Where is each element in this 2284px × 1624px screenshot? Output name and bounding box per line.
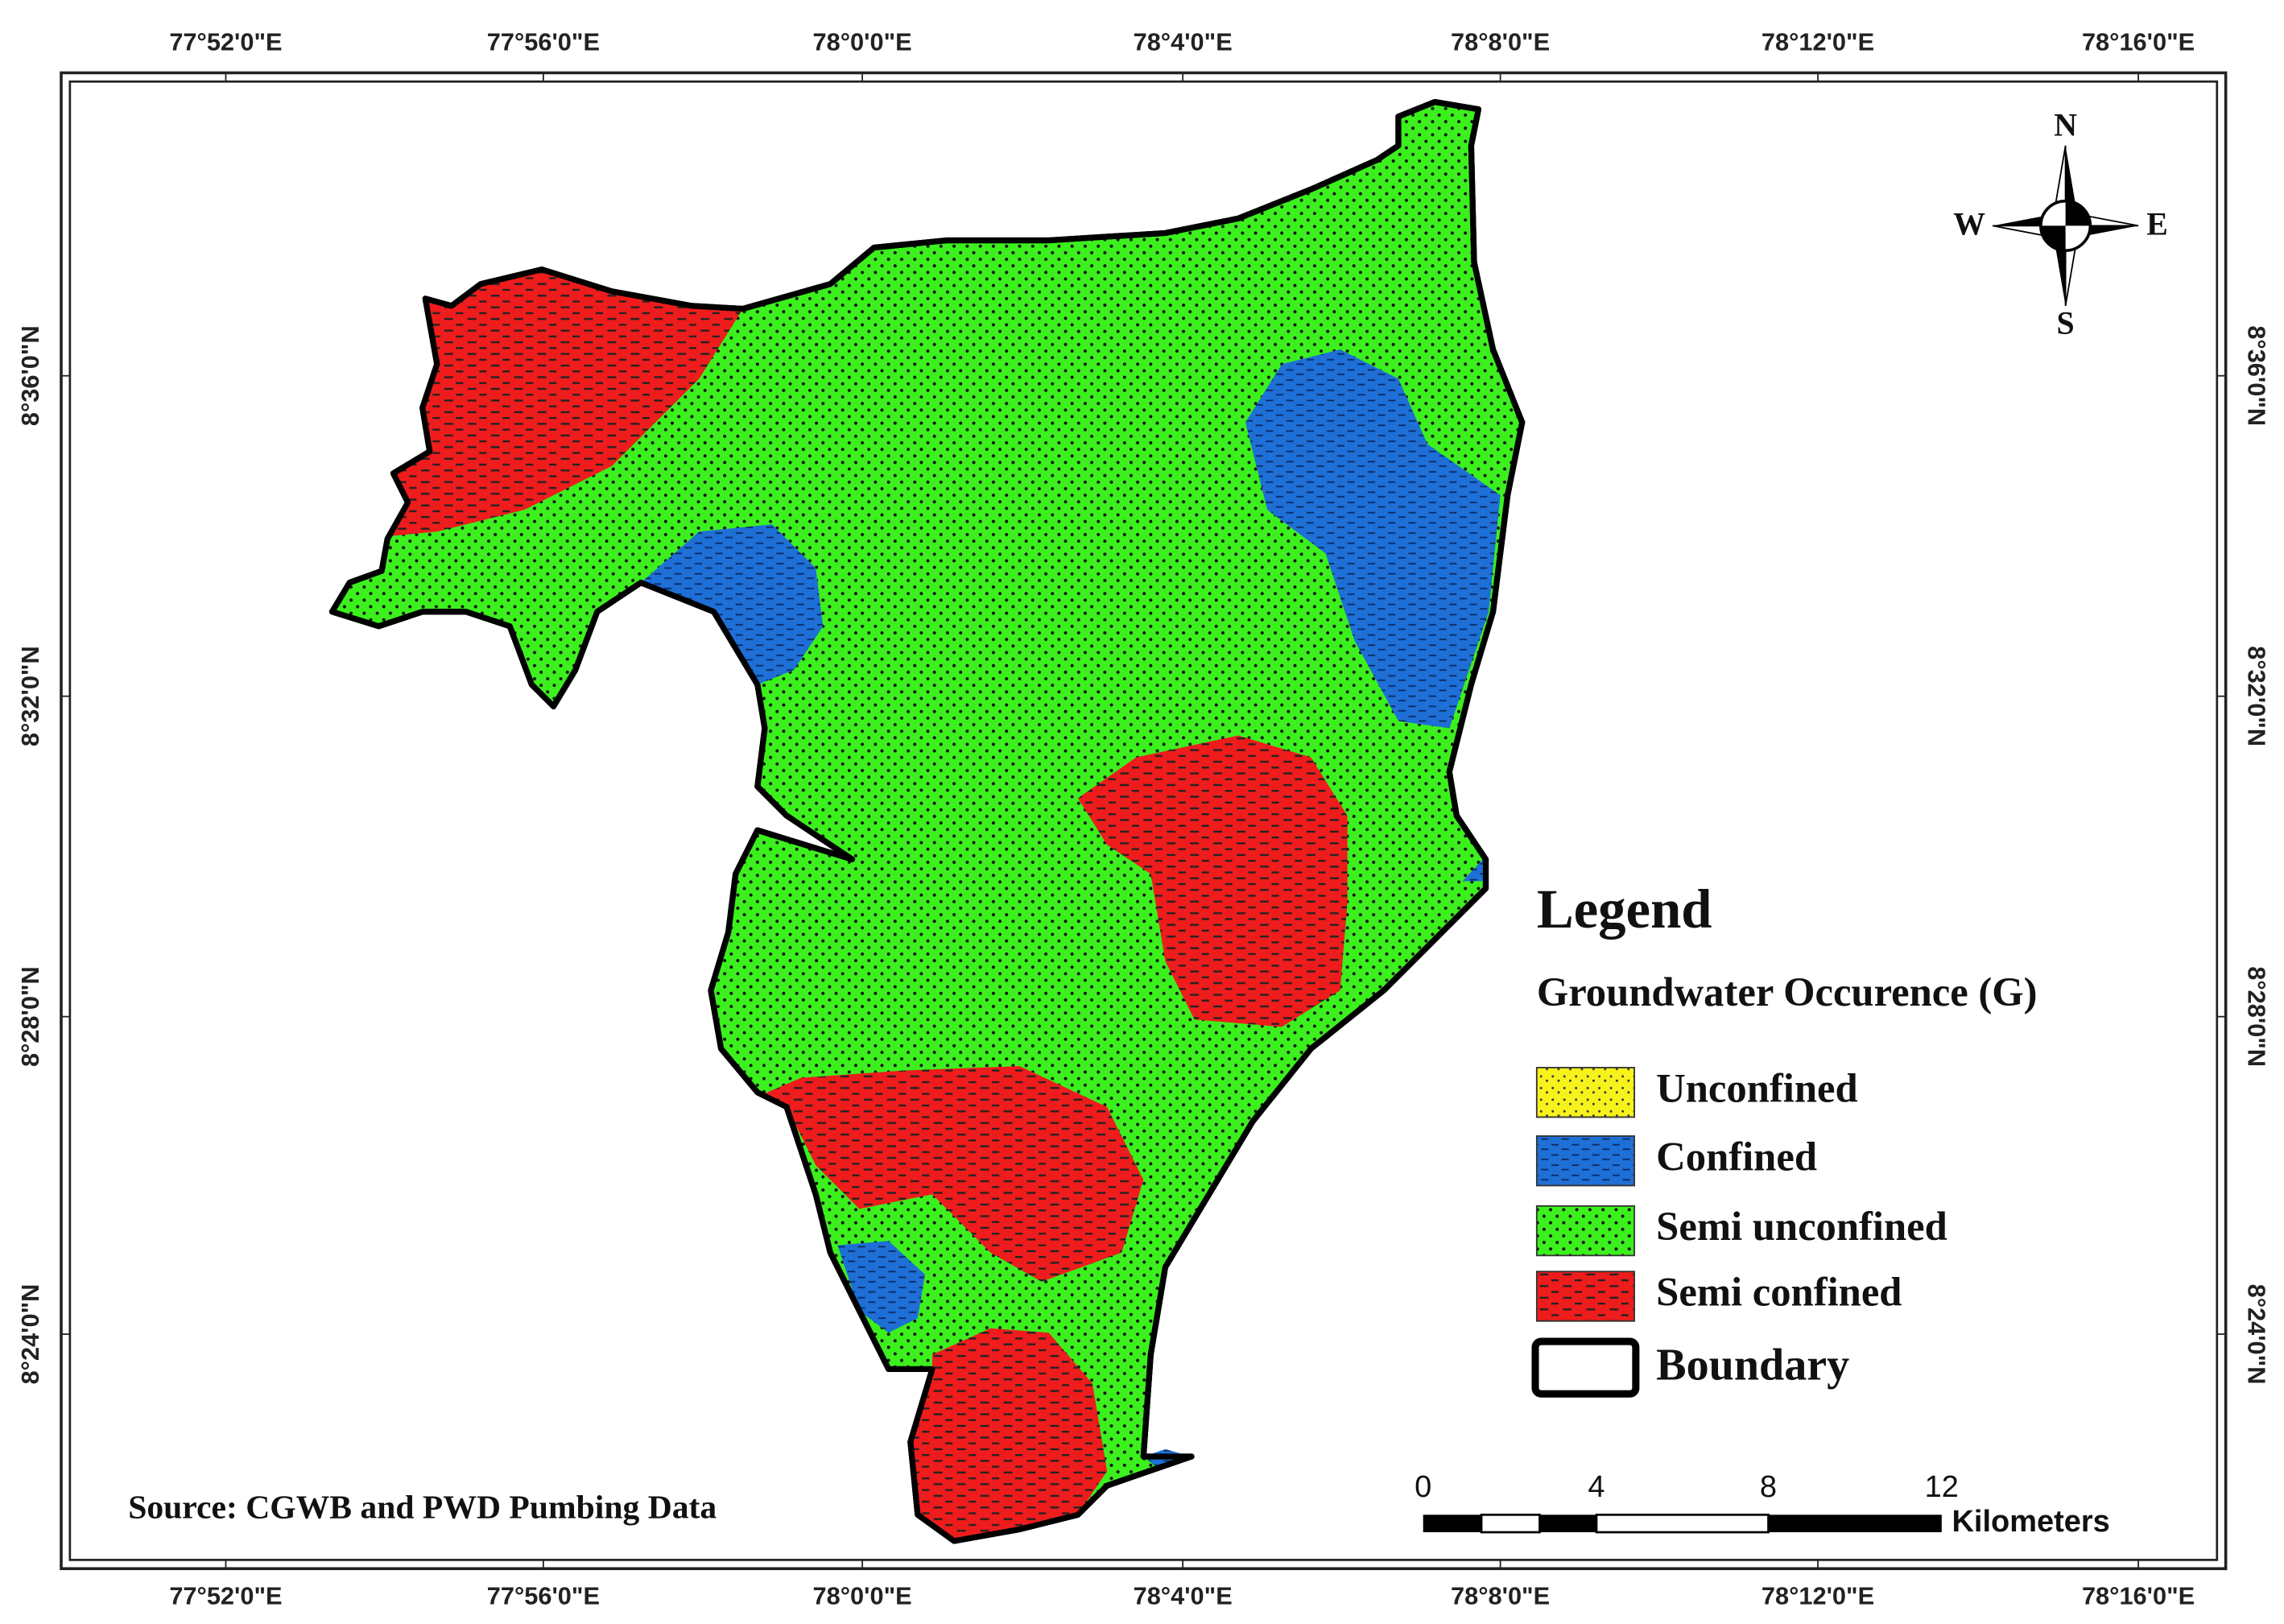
right-graticule-label: 8°28'0"N xyxy=(2243,966,2271,1067)
scale-unit: Kilometers xyxy=(1952,1505,2109,1539)
map-area xyxy=(328,99,1526,1544)
semi-confined-region xyxy=(390,269,743,536)
semi-confined-region xyxy=(910,1328,1108,1541)
boundary xyxy=(328,99,1526,1544)
top-graticule-label: 78°8'0"E xyxy=(1451,27,1550,56)
top-graticule-label: 77°52'0"E xyxy=(169,27,282,56)
compass-north: N xyxy=(2054,107,2077,143)
bottom-graticule-label: 77°52'0"E xyxy=(169,1582,282,1610)
source: Source: CGWB and PWD Pumbing Data xyxy=(128,1489,717,1526)
legend-swatch xyxy=(1535,1271,1635,1322)
confined-region xyxy=(1462,859,1485,882)
semi-confined-region xyxy=(1077,735,1348,1027)
top-graticule-label: 77°56'0"E xyxy=(487,27,600,56)
right-graticule-label: 8°24'0"N xyxy=(2243,1284,2271,1385)
scale-bar: Kilometers xyxy=(1423,1505,2110,1539)
bottom-graticule-label: 78°16'0"E xyxy=(2082,1582,2195,1610)
left-graticule-label: 8°32'0"N xyxy=(16,646,44,746)
right-graticule-label: 8°36'0"N xyxy=(2243,325,2271,426)
legend-swatch xyxy=(1535,1135,1635,1187)
bottom-graticule-label: 78°0'0"E xyxy=(813,1582,912,1610)
left-graticule-label: 8°24'0"N xyxy=(16,1284,44,1385)
bottom-graticule-label: 78°8'0"E xyxy=(1451,1582,1550,1610)
compass-west: W xyxy=(1953,206,1985,242)
top-graticule-label: 78°4'0"E xyxy=(1134,27,1233,56)
legend-title: Legend xyxy=(1537,878,1712,940)
compass-east: E xyxy=(2146,206,2168,242)
confined-region xyxy=(1245,349,1501,729)
scale-label: 0 xyxy=(1415,1470,1431,1504)
top-graticule-label: 78°16'0"E xyxy=(2082,27,2195,56)
left-graticule-label: 8°36'0"N xyxy=(16,325,44,426)
legend-label: Unconfined xyxy=(1656,1065,1857,1110)
compass: N S W E xyxy=(1953,107,2168,341)
legend-label: Semi confined xyxy=(1656,1270,1902,1315)
scale-label: 12 xyxy=(1925,1470,1959,1504)
semi-confined-region xyxy=(760,1066,1144,1282)
compass-south: S xyxy=(2057,305,2075,341)
legend-label: Confined xyxy=(1656,1134,1817,1179)
legend-label: Semi unconfined xyxy=(1656,1204,1947,1249)
outer-frame xyxy=(60,71,2228,1571)
legend-swatch xyxy=(1531,1337,1640,1398)
scale-label: 4 xyxy=(1588,1470,1605,1504)
legend-swatch xyxy=(1535,1067,1635,1118)
bottom-graticule-label: 78°12'0"E xyxy=(1762,1582,1874,1610)
legend-swatch xyxy=(1535,1205,1635,1257)
inner-frame xyxy=(68,80,2219,1561)
confined-region xyxy=(641,524,824,685)
legend: Legend Groundwater Occurence (G) xyxy=(1531,878,2038,1398)
left-graticule-label: 8°28'0"N xyxy=(16,966,44,1067)
scale-label: 8 xyxy=(1760,1470,1777,1504)
legend-label: Boundary xyxy=(1656,1340,1849,1390)
bottom-graticule-label: 78°4'0"E xyxy=(1134,1582,1233,1610)
bottom-graticule-label: 77°56'0"E xyxy=(487,1582,600,1610)
top-graticule-label: 78°0'0"E xyxy=(813,27,912,56)
top-graticule-label: 78°12'0"E xyxy=(1762,27,1874,56)
right-graticule-label: 8°32'0"N xyxy=(2243,646,2271,746)
legend-subtitle: Groundwater Occurence (G) xyxy=(1537,969,2038,1014)
